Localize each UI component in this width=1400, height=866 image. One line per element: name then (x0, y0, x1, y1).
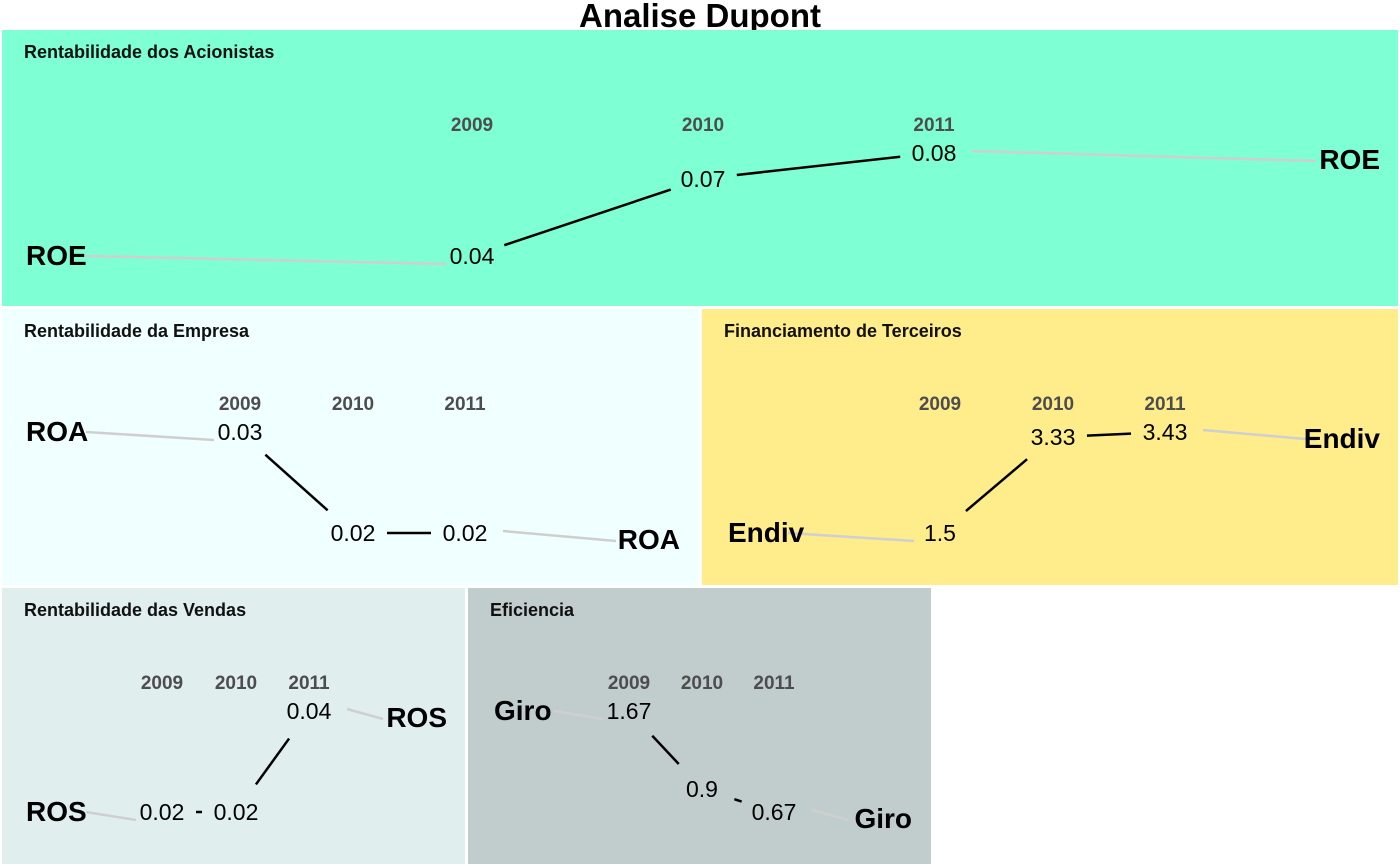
slope-chart: 2009 2010 2011 1.5 3.33 3.43 Endiv Endiv (728, 394, 1381, 548)
year-label: 2011 (288, 673, 330, 694)
connector-line (787, 531, 915, 543)
series-line (736, 155, 901, 177)
panel-endiv: Financiamento de Terceiros 2009 2010 2011 1… (702, 309, 1398, 585)
metric-label-right: ROE (1319, 144, 1380, 175)
panel-title: Rentabilidade das Vendas (24, 600, 247, 620)
metric-label-left: ROE (26, 240, 87, 271)
year-label: 2009 (219, 394, 261, 415)
connector-line (85, 810, 137, 822)
year-label: 2011 (444, 394, 486, 415)
metric-label-right: Giro (854, 803, 912, 834)
slope-chart: 2009 2010 2011 0.03 0.02 0.02 ROA ROA (26, 394, 680, 555)
year-label: 2009 (608, 673, 650, 694)
data-label: 0.02 (443, 520, 488, 546)
series-line (733, 798, 743, 803)
year-label: 2010 (681, 673, 723, 694)
slope-chart: 2009 2010 2011 0.04 0.07 0.08 ROE ROE (26, 115, 1380, 271)
data-label: 0.07 (681, 166, 726, 192)
data-label: 0.9 (686, 776, 718, 802)
connector-line (1202, 428, 1317, 442)
series-line (254, 737, 291, 786)
year-label: 2011 (1144, 394, 1186, 415)
connector-line (85, 254, 447, 266)
year-label: 2011 (913, 115, 955, 136)
data-label: 0.04 (450, 243, 495, 269)
metric-label-right: ROS (386, 702, 447, 733)
slope-chart: 2009 2010 2011 1.67 0.9 0.67 Giro Giro (494, 673, 912, 834)
data-label: 3.33 (1031, 424, 1076, 450)
data-label: 0.02 (214, 799, 259, 825)
series-line (1086, 432, 1132, 437)
data-label: 0.67 (752, 799, 797, 825)
year-label: 2011 (753, 673, 795, 694)
series-line (503, 188, 672, 247)
connector-line (346, 707, 384, 721)
data-label: 1.67 (607, 698, 652, 724)
year-label: 2009 (919, 394, 961, 415)
data-label: 0.02 (140, 799, 185, 825)
chart-title: Analise Dupont (578, 0, 821, 34)
year-label: 2010 (682, 115, 724, 136)
connector-line (502, 529, 617, 543)
year-label: 2010 (332, 394, 374, 415)
data-label: 1.5 (924, 520, 956, 546)
series-line (264, 453, 329, 512)
panel-roe: Rentabilidade dos Acionistas 2009 2010 201… (2, 30, 1398, 306)
metric-label-right: Endiv (1304, 423, 1381, 454)
year-label: 2010 (215, 673, 257, 694)
data-label: 0.02 (331, 520, 376, 546)
year-label: 2010 (1032, 394, 1074, 415)
series-line (651, 734, 680, 765)
metric-label-right: ROA (618, 524, 680, 555)
series-line (965, 458, 1028, 512)
panel-title: Financiamento de Terceiros (724, 321, 962, 341)
metric-label-left: Endiv (728, 517, 805, 548)
metric-label-left: Giro (494, 695, 552, 726)
slope-chart: 2009 2010 2011 0.02 0.02 0.04 ROS ROS (26, 673, 447, 827)
connector-line (85, 430, 215, 442)
panel-title: Rentabilidade dos Acionistas (24, 42, 275, 62)
panel-title: Rentabilidade da Empresa (24, 321, 250, 341)
metric-label-left: ROA (26, 416, 88, 447)
panel-title: Eficiencia (490, 600, 575, 620)
year-label: 2009 (451, 115, 493, 136)
panel-giro: Eficiencia 2009 2010 2011 1.67 0.9 0.67 Giro Gi… (468, 588, 931, 864)
panel-roa: Rentabilidade da Empresa 2009 2010 2011 0.0… (2, 309, 698, 585)
data-label: 0.04 (287, 698, 332, 724)
data-label: 0.08 (912, 140, 957, 166)
data-label: 0.03 (218, 419, 263, 445)
connector-line (811, 808, 849, 822)
metric-label-left: ROS (26, 796, 87, 827)
connector-line (971, 149, 1317, 163)
connector-line (553, 709, 604, 721)
year-label: 2009 (141, 673, 183, 694)
data-label: 3.43 (1143, 419, 1188, 445)
panel-ros: Rentabilidade das Vendas 2009 2010 2011 0.0… (2, 588, 465, 864)
